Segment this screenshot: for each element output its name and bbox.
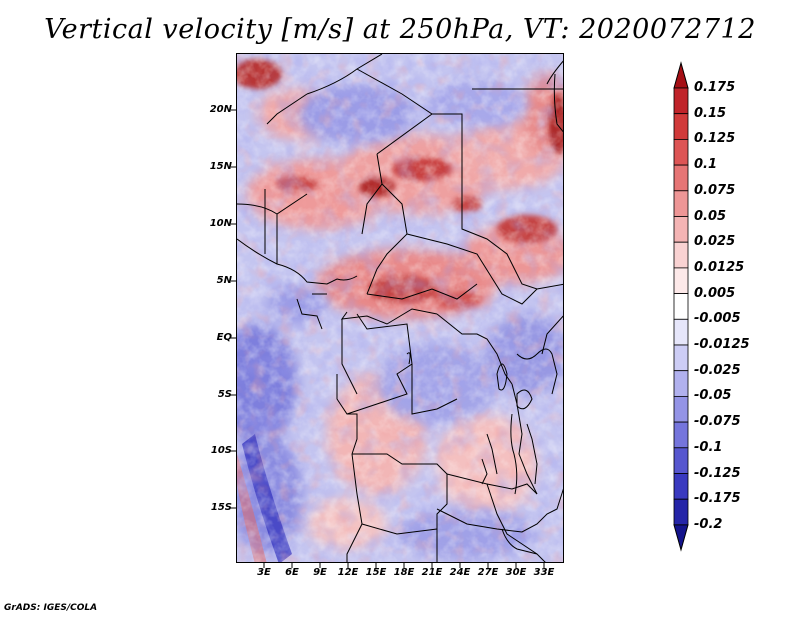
colorbar-label: -0.025 [694, 362, 741, 378]
map-panel [236, 53, 564, 563]
colorbar-label: -0.125 [694, 465, 741, 481]
colorbar-label: -0.0125 [694, 337, 750, 352]
colorbar-bin [673, 421, 689, 449]
lon-label-33e: 33E [533, 567, 555, 578]
colorbar-label: 0.15 [694, 105, 727, 121]
lakes [406, 352, 533, 495]
colorbar-label: -0.2 [694, 516, 723, 532]
colorbar-bin [673, 87, 689, 115]
lon-label-18e: 18E [393, 567, 415, 578]
colorbar-label: -0.1 [694, 439, 723, 455]
colorbar-bin [673, 216, 689, 243]
colorbar-label: -0.075 [694, 414, 741, 430]
country-borders [237, 54, 563, 562]
noise-texture-red [237, 54, 563, 562]
lon-label-27e: 27E [477, 567, 499, 578]
lat-label-5n: 5N [216, 275, 232, 286]
lat-label-15s: 15S [210, 502, 232, 513]
colorbar-label: 0.0125 [694, 259, 745, 275]
colorbar-label: 0.005 [694, 285, 736, 301]
lon-label-30e: 30E [505, 567, 527, 578]
lon-label-21e: 21E [421, 567, 443, 578]
colorbar-bin [673, 164, 689, 192]
grads-footer: GrADS: IGES/COLA [4, 603, 98, 613]
colorbar-bin [673, 113, 689, 140]
lat-label-10s: 10S [210, 445, 232, 456]
colorbar-bin [673, 293, 689, 320]
colorbar-top-arrow [673, 61, 689, 89]
lat-label-15n: 15N [209, 161, 232, 172]
vertical-velocity-field [237, 54, 563, 562]
colorbar-label: 0.075 [694, 182, 736, 198]
lon-label-12e: 12E [337, 567, 359, 578]
colorbar-bin [673, 241, 689, 269]
colorbar-bin [673, 447, 689, 474]
lat-label-5s: 5S [217, 389, 232, 400]
colorbar-bin [673, 395, 689, 423]
lon-label-3e: 3E [257, 567, 271, 578]
colorbar-bin [673, 473, 689, 500]
colorbar-label: -0.05 [694, 388, 732, 404]
colorbar-label: 0.05 [694, 208, 727, 224]
colorbar-bottom-arrow [673, 524, 689, 552]
lat-label-eq: EQ [216, 332, 232, 343]
colorbar-label: 0.025 [694, 234, 736, 250]
colorbar-bin [673, 138, 689, 166]
colorbar-bin [673, 498, 689, 526]
lon-label-24e: 24E [449, 567, 471, 578]
colorbar-label: 0.125 [694, 131, 736, 147]
colorbar-label: -0.005 [694, 311, 741, 327]
colorbar-label: 0.175 [694, 80, 736, 95]
lon-label-15e: 15E [365, 567, 387, 578]
colorbar-bin [673, 267, 689, 294]
colorbar-bin [673, 190, 689, 217]
lat-label-10n: 10N [209, 218, 232, 229]
colorbar-bin [673, 370, 689, 397]
map-title: Vertical velocity [m/s] at 250hPa, VT: 2… [44, 14, 756, 45]
colorbar-bin [673, 318, 689, 346]
colorbar-label: 0.1 [694, 157, 718, 173]
colorbar-label: -0.175 [694, 491, 741, 507]
colorbar-bin [673, 344, 689, 372]
lat-label-20n: 20N [209, 104, 232, 115]
lon-label-6e: 6E [285, 567, 299, 578]
lon-label-9e: 9E [313, 567, 327, 578]
